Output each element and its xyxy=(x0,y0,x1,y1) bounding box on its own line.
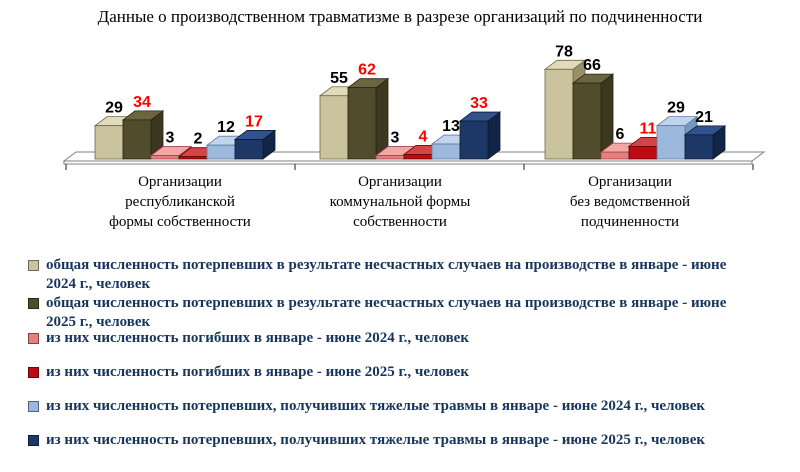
value-label-s3-c2: 11 xyxy=(640,120,657,137)
category-label-line: без ведомственной xyxy=(569,194,691,210)
legend-item-0: общая численность потерпевших в результа… xyxy=(28,256,792,294)
floor-front xyxy=(63,160,753,165)
value-label-s4-c0: 12 xyxy=(217,119,235,136)
legend-item-4: из них численность потерпевших, получивш… xyxy=(28,397,792,416)
legend-label: общая численность потерпевших в результа… xyxy=(46,256,726,294)
bar-s5-c2 xyxy=(684,134,714,160)
value-label-s3-c0: 2 xyxy=(194,131,203,148)
legend-label-line: общая численность потерпевших в результа… xyxy=(46,295,727,311)
bar-s2-c1 xyxy=(375,155,405,160)
legend-item-3: из них численность погибших в январе - и… xyxy=(28,363,792,382)
legend-label-line: 2024 г., человек xyxy=(46,276,151,292)
value-label-s2-c2: 6 xyxy=(616,126,625,143)
bar-s3-c1 xyxy=(403,153,433,160)
category-label-line: коммунальной формы xyxy=(329,194,471,210)
category-label-line: собственности xyxy=(353,214,447,230)
legend-label-line: общая численность потерпевших в результа… xyxy=(46,257,727,273)
legend-label: из них численность потерпевших, получивш… xyxy=(46,397,705,416)
bar-s0-c2 xyxy=(544,68,574,160)
legend-swatch xyxy=(28,260,39,271)
bar-s0-c1 xyxy=(319,95,349,160)
bar-s0-c0 xyxy=(94,125,124,160)
bar-s4-c2 xyxy=(656,125,686,160)
value-label-s2-c0: 3 xyxy=(166,130,175,147)
bar-s3-c0 xyxy=(178,156,208,160)
category-label-0: Организации республиканской формы собствен… xyxy=(60,172,300,232)
legend-swatch xyxy=(28,333,39,344)
value-label-s4-c1: 13 xyxy=(442,118,460,135)
legend-label-line: из них численность потерпевших, получивш… xyxy=(46,432,706,448)
legend-label-line: 2025 г., человек xyxy=(46,314,151,330)
value-label-s0-c0: 29 xyxy=(105,100,123,117)
value-label-s2-c1: 3 xyxy=(391,130,400,147)
legend-label: из них численность погибших в январе - и… xyxy=(46,363,469,382)
value-label-s5-c1: 33 xyxy=(470,95,488,112)
legend-swatch xyxy=(28,435,39,446)
value-label-s1-c1: 62 xyxy=(358,62,376,79)
value-label-s0-c1: 55 xyxy=(330,70,348,87)
legend-swatch xyxy=(28,298,39,309)
bar-s3-c2 xyxy=(628,145,658,160)
bar-s2-c2 xyxy=(600,151,630,160)
category-label-1: Организации коммунальной формы собственнос… xyxy=(280,172,520,232)
legend-swatch xyxy=(28,401,39,412)
value-label-s0-c2: 78 xyxy=(555,43,573,60)
category-label-line: республиканской xyxy=(125,194,235,210)
value-label-s1-c0: 34 xyxy=(133,94,151,111)
bar-s2-c0 xyxy=(150,155,180,160)
legend-item-1: общая численность потерпевших в результа… xyxy=(28,294,792,332)
legend-label: из них численность погибших в январе - и… xyxy=(46,329,469,348)
legend-label: из них численность потерпевших, получивш… xyxy=(46,431,705,450)
value-label-s5-c0: 17 xyxy=(245,113,263,130)
value-label-s1-c2: 66 xyxy=(583,57,601,74)
value-label-s3-c1: 4 xyxy=(419,128,428,145)
legend-label-line: из них численность погибших в январе - и… xyxy=(46,364,469,380)
bar-s1-c0 xyxy=(122,119,152,160)
bar-s5-c1 xyxy=(459,120,489,160)
legend-swatch xyxy=(28,367,39,378)
legend-item-2: из них численность погибших в январе - и… xyxy=(28,329,792,348)
category-label-line: подчиненности xyxy=(580,214,680,230)
category-label-line: формы собственности xyxy=(109,214,251,230)
chart-title: Данные о производственном травматизме в … xyxy=(97,7,703,26)
legend-item-5: из них численность потерпевших, получивш… xyxy=(28,431,792,450)
legend-label-line: из них численность погибших в январе - и… xyxy=(46,330,469,346)
value-label-s5-c2: 21 xyxy=(695,109,713,126)
legend-label-line: из них численность потерпевших, получивш… xyxy=(46,398,706,414)
bar-s4-c1 xyxy=(431,143,461,160)
category-label-2: Организации без ведомственной подчиненност… xyxy=(510,172,750,232)
bar-s1-c1 xyxy=(347,87,377,160)
bar-s5-c0 xyxy=(234,139,264,160)
bar-s4-c0 xyxy=(206,144,236,160)
bar-side-s1-c1 xyxy=(375,77,389,160)
value-label-s4-c2: 29 xyxy=(667,100,685,117)
bar-s1-c2 xyxy=(572,82,602,160)
legend-label: общая численность потерпевших в результа… xyxy=(46,294,726,332)
